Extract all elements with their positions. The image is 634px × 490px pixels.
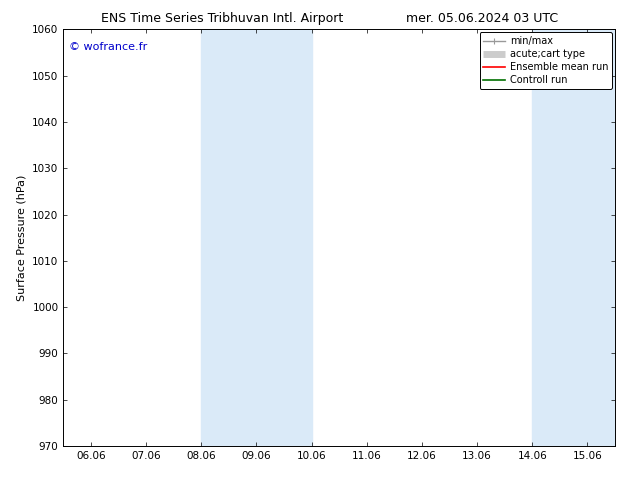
Text: ENS Time Series Tribhuvan Intl. Airport: ENS Time Series Tribhuvan Intl. Airport	[101, 12, 343, 25]
Text: mer. 05.06.2024 03 UTC: mer. 05.06.2024 03 UTC	[406, 12, 558, 25]
Text: © wofrance.fr: © wofrance.fr	[69, 42, 147, 52]
Bar	[533, 29, 621, 446]
Bar	[202, 29, 312, 446]
Legend: min/max, acute;cart type, Ensemble mean run, Controll run: min/max, acute;cart type, Ensemble mean …	[479, 32, 612, 89]
Y-axis label: Surface Pressure (hPa): Surface Pressure (hPa)	[16, 174, 27, 301]
